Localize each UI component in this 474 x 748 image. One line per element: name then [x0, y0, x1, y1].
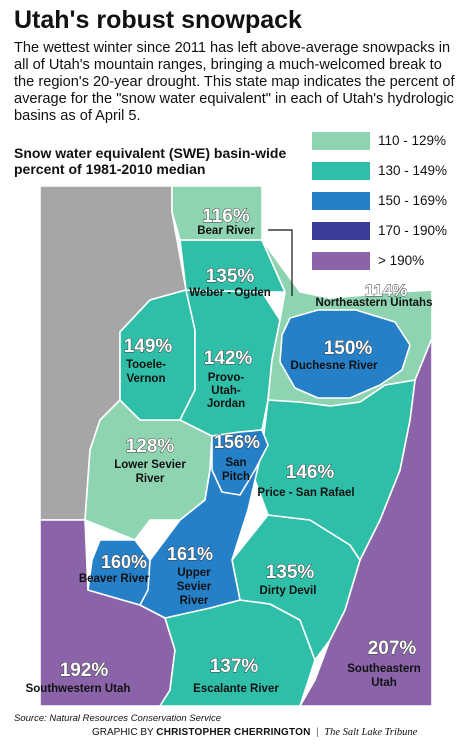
basin-percent: 116%: [202, 206, 250, 227]
basin-percent: 128%: [126, 436, 175, 457]
basin-name-escalante-river: Escalante River: [193, 683, 279, 695]
basin-percent: 135%: [206, 266, 255, 287]
basin-name-bear-river: Bear River: [197, 225, 255, 237]
basin-name-provo-utah-jordan: Utah-: [211, 385, 241, 397]
page-title: Utah's robust snowpack: [14, 6, 302, 34]
basin-duchesne-river: [279, 309, 411, 399]
basin-name-southwestern-utah: Southwestern Utah: [26, 683, 131, 695]
basin-percent: 192%: [60, 660, 109, 681]
legend-item: 110 - 129%: [312, 132, 472, 150]
basin-san-pitch: [211, 429, 269, 496]
credit-separator: |: [310, 727, 325, 738]
legend-label: > 190%: [378, 253, 425, 268]
basin-percent: 146%: [286, 462, 335, 483]
legend-item: 150 - 169%: [312, 192, 472, 210]
basin-name-dirty-devil: Dirty Devil: [260, 585, 317, 597]
credit-prefix: GRAPHIC BY: [92, 727, 157, 738]
legend-swatch: [312, 252, 370, 270]
basin-percent: 161%: [167, 544, 213, 564]
basin-name-tooele-vernon: Tooele-: [126, 359, 166, 371]
intro-text: The wettest winter since 2011 has left a…: [14, 40, 455, 124]
basin-percent: 150%: [324, 338, 373, 359]
basin-percent: 114%: [365, 281, 408, 300]
basin-name-price-san-rafael: Price - San Rafael: [257, 487, 354, 499]
legend-label: 130 - 149%: [378, 163, 448, 178]
legend-swatch: [312, 132, 370, 150]
map-subtitle: Snow water equivalent (SWE) basin-wide p…: [14, 145, 287, 177]
basin-name-lower-sevier-river: River: [136, 473, 165, 485]
basin-beaver-river: [87, 539, 151, 606]
basin-name-weber-ogden: Weber - Ogden: [189, 287, 271, 299]
basin-name-provo-utah-jordan: Jordan: [207, 398, 245, 410]
legend-label: 110 - 129%: [378, 133, 447, 148]
legend-item: 170 - 190%: [312, 222, 472, 240]
basin-name-southeastern-utah: Utah: [371, 677, 397, 689]
basin-name-provo-utah-jordan: Provo-: [208, 372, 245, 384]
legend-label: 170 - 190%: [378, 223, 448, 238]
publication-name: The Salt Lake Tribune: [324, 727, 418, 738]
basin-name-upper-sevier-river: River: [180, 595, 209, 607]
legend-swatch: [312, 192, 370, 210]
legend-swatch: [312, 222, 370, 240]
basin-name-beaver-river: Beaver River: [79, 573, 150, 585]
basin-name-upper-sevier-river: Upper: [177, 567, 211, 579]
legend-label: 150 - 169%: [378, 193, 448, 208]
basin-percent: 160%: [101, 552, 147, 572]
credit-name: CHRISTOPHER CHERRINGTON: [156, 727, 311, 738]
basin-name-upper-sevier-river: Sevier: [177, 581, 212, 593]
legend-item: > 190%: [312, 252, 472, 270]
credit-line: GRAPHIC BY CHRISTOPHER CHERRINGTON | The…: [92, 727, 417, 738]
basin-percent: 156%: [214, 432, 260, 452]
basin-name-duchesne-river: Duchesne River: [291, 360, 378, 372]
basin-percent: 149%: [124, 336, 173, 357]
basin-name-southeastern-utah: Southeastern: [347, 663, 421, 675]
basin-percent: 135%: [266, 562, 315, 583]
basin-bear-river: [171, 185, 263, 241]
basin-percent: 142%: [204, 348, 253, 369]
basin-name-tooele-vernon: Vernon: [127, 373, 166, 385]
source-note: Source: Natural Resources Conservation S…: [14, 713, 221, 724]
bear-river-leader-line: [268, 229, 293, 296]
basin-name-lower-sevier-river: Lower Sevier: [114, 459, 186, 471]
legend-swatch: [312, 162, 370, 180]
basin-name-san-pitch: San: [225, 457, 246, 469]
basin-percent: 137%: [210, 656, 259, 677]
basin-percent: 207%: [368, 638, 417, 659]
basin-name-northeastern-uintahs: Northeastern Uintahs: [316, 297, 433, 309]
basin-name-san-pitch: Pitch: [222, 471, 250, 483]
legend-item: 130 - 149%: [312, 162, 472, 180]
